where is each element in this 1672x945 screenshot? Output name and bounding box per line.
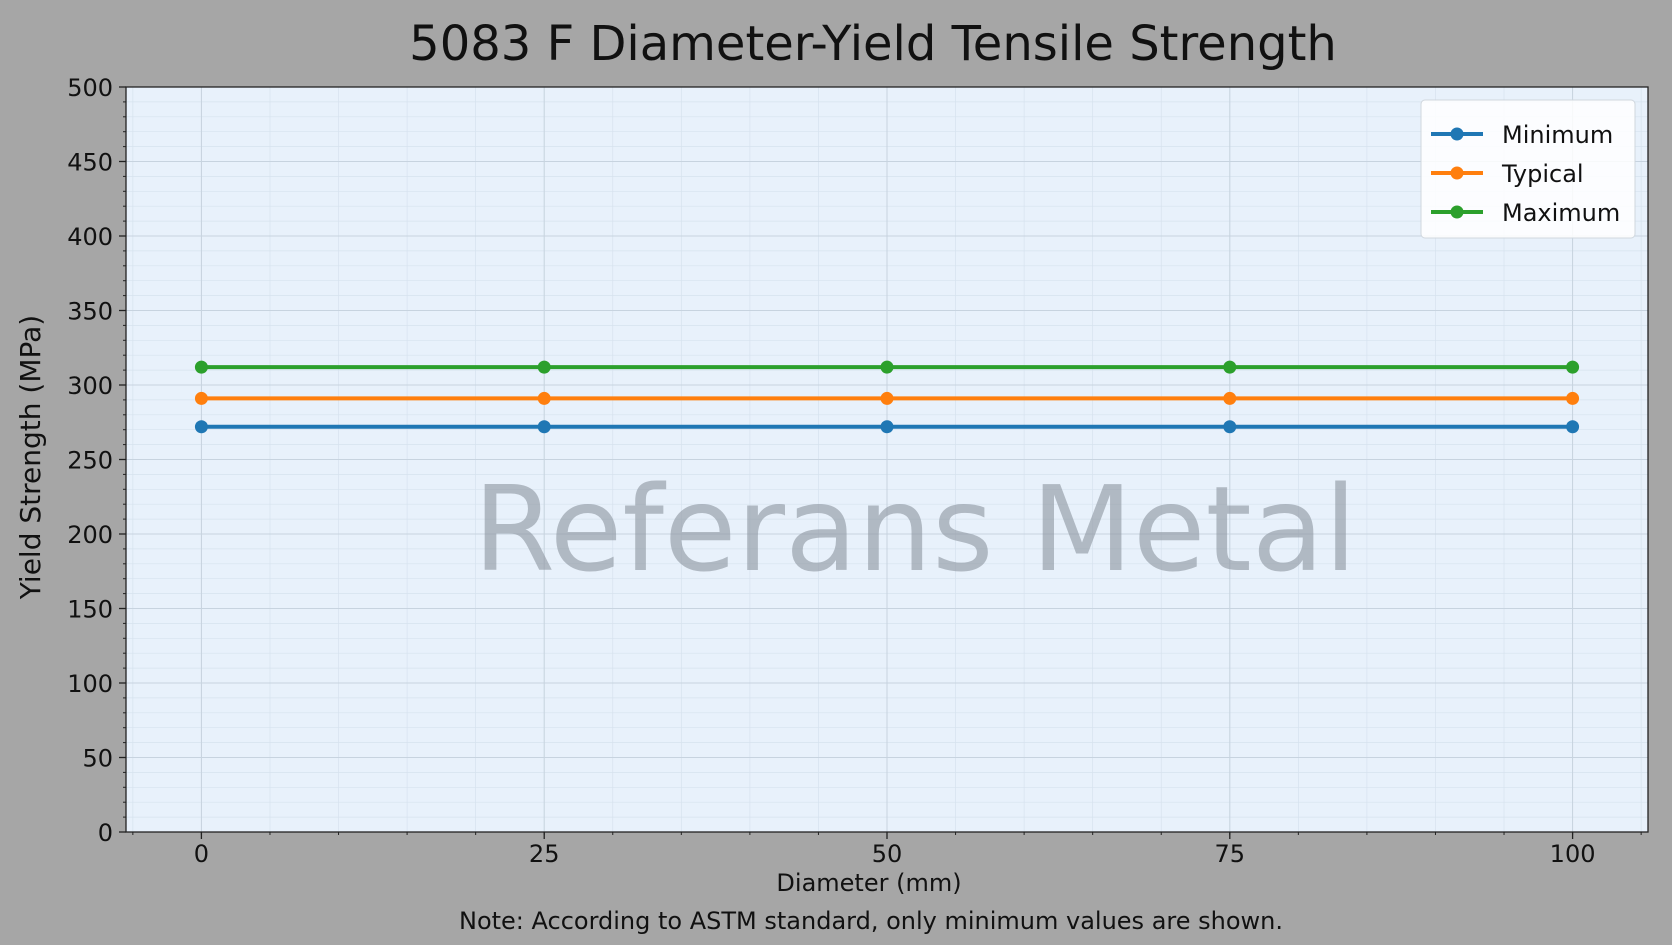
y-tick-label: 200 [67, 521, 113, 549]
legend-label-typical: Typical [1501, 160, 1584, 188]
plot-area: Referans Metal05010015020025030035040045… [67, 74, 1649, 868]
y-tick-label: 100 [67, 670, 113, 698]
data-point-minimum [1566, 420, 1580, 434]
y-tick-label: 450 [67, 149, 113, 177]
y-tick-label: 300 [67, 372, 113, 400]
data-point-typical [880, 391, 894, 405]
y-tick-label: 400 [67, 223, 113, 251]
x-tick-label: 25 [529, 840, 560, 868]
x-tick-label: 75 [1215, 840, 1246, 868]
chart-note: Note: According to ASTM standard, only m… [459, 907, 1283, 935]
y-axis-label: Yield Strength (MPa) [14, 315, 47, 600]
data-point-maximum [1223, 360, 1237, 374]
y-tick-label: 50 [82, 745, 113, 773]
legend-label-maximum: Maximum [1502, 199, 1620, 227]
data-point-typical [194, 391, 208, 405]
legend-marker-maximum [1450, 205, 1464, 219]
y-tick-label: 150 [67, 596, 113, 624]
data-point-maximum [880, 360, 894, 374]
x-tick-label: 0 [194, 840, 209, 868]
legend-marker-typical [1450, 166, 1464, 180]
x-axis-label: Diameter (mm) [776, 869, 961, 897]
y-tick-label: 0 [98, 819, 113, 847]
data-point-maximum [1566, 360, 1580, 374]
data-point-maximum [194, 360, 208, 374]
x-tick-label: 50 [872, 840, 903, 868]
legend-label-minimum: Minimum [1502, 121, 1613, 149]
x-tick-label: 100 [1550, 840, 1596, 868]
legend-marker-minimum [1450, 127, 1464, 141]
data-point-maximum [537, 360, 551, 374]
data-point-typical [1566, 391, 1580, 405]
data-point-typical [1223, 391, 1237, 405]
data-point-minimum [537, 420, 551, 434]
y-tick-label: 500 [67, 74, 113, 102]
watermark-text: Referans Metal [473, 460, 1357, 598]
y-tick-label: 350 [67, 298, 113, 326]
data-point-minimum [1223, 420, 1237, 434]
data-point-minimum [194, 420, 208, 434]
chart-title: 5083 F Diameter-Yield Tensile Strength [409, 16, 1337, 72]
data-point-minimum [880, 420, 894, 434]
data-point-typical [537, 391, 551, 405]
y-tick-label: 250 [67, 447, 113, 475]
